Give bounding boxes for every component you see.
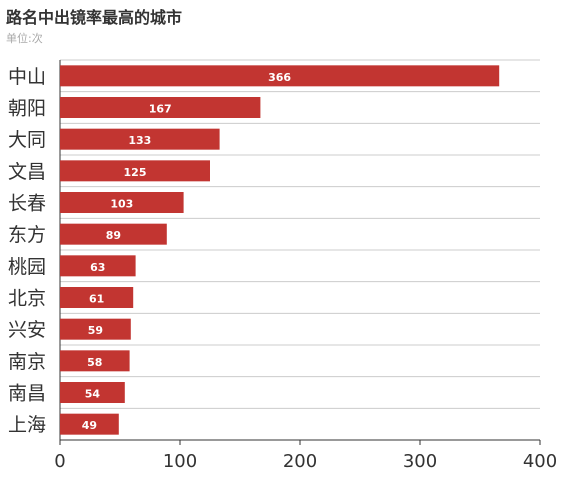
category-label: 朝阳 bbox=[8, 98, 46, 120]
data-label: 61 bbox=[89, 293, 104, 306]
data-label: 63 bbox=[90, 261, 105, 274]
category-label: 长春 bbox=[8, 193, 46, 215]
x-tick-label: 100 bbox=[163, 451, 197, 472]
category-label: 中山 bbox=[8, 66, 46, 88]
bar-2 bbox=[60, 128, 220, 150]
x-tick-label: 300 bbox=[403, 451, 437, 472]
category-label: 文昌 bbox=[8, 161, 46, 183]
data-label: 59 bbox=[88, 324, 103, 337]
bar-5 bbox=[60, 223, 167, 245]
x-tick-label: 400 bbox=[523, 451, 557, 472]
bar-10 bbox=[60, 382, 125, 403]
chart-title: 路名中出镜率最高的城市 bbox=[6, 8, 183, 27]
category-label: 兴安 bbox=[8, 319, 46, 341]
bar-4 bbox=[60, 192, 184, 213]
category-label: 东方 bbox=[8, 224, 46, 246]
bar-6 bbox=[60, 255, 136, 277]
bar-1 bbox=[60, 97, 261, 118]
x-tick-label: 200 bbox=[283, 451, 317, 472]
category-label: 南昌 bbox=[8, 383, 46, 405]
data-label: 133 bbox=[128, 134, 151, 147]
bar-9 bbox=[60, 350, 130, 372]
bar-3 bbox=[60, 160, 210, 182]
category-label: 上海 bbox=[8, 414, 46, 436]
chart-subtitle: 单位:次 bbox=[6, 32, 43, 45]
data-label: 54 bbox=[85, 388, 101, 401]
data-label: 125 bbox=[124, 166, 147, 179]
category-label: 北京 bbox=[8, 288, 46, 310]
x-tick-label: 0 bbox=[54, 451, 65, 472]
bar-11 bbox=[60, 413, 119, 435]
data-label: 49 bbox=[82, 419, 97, 432]
category-label: 南京 bbox=[8, 351, 46, 373]
data-label: 89 bbox=[106, 229, 121, 242]
data-label: 58 bbox=[87, 356, 102, 369]
data-label: 103 bbox=[110, 198, 133, 211]
category-label: 大同 bbox=[8, 129, 46, 151]
data-label: 167 bbox=[149, 103, 172, 116]
bar-0 bbox=[60, 65, 500, 87]
data-label: 366 bbox=[268, 71, 291, 84]
bar-7 bbox=[60, 287, 134, 308]
bar-8 bbox=[60, 318, 131, 340]
category-label: 桃园 bbox=[8, 256, 46, 278]
